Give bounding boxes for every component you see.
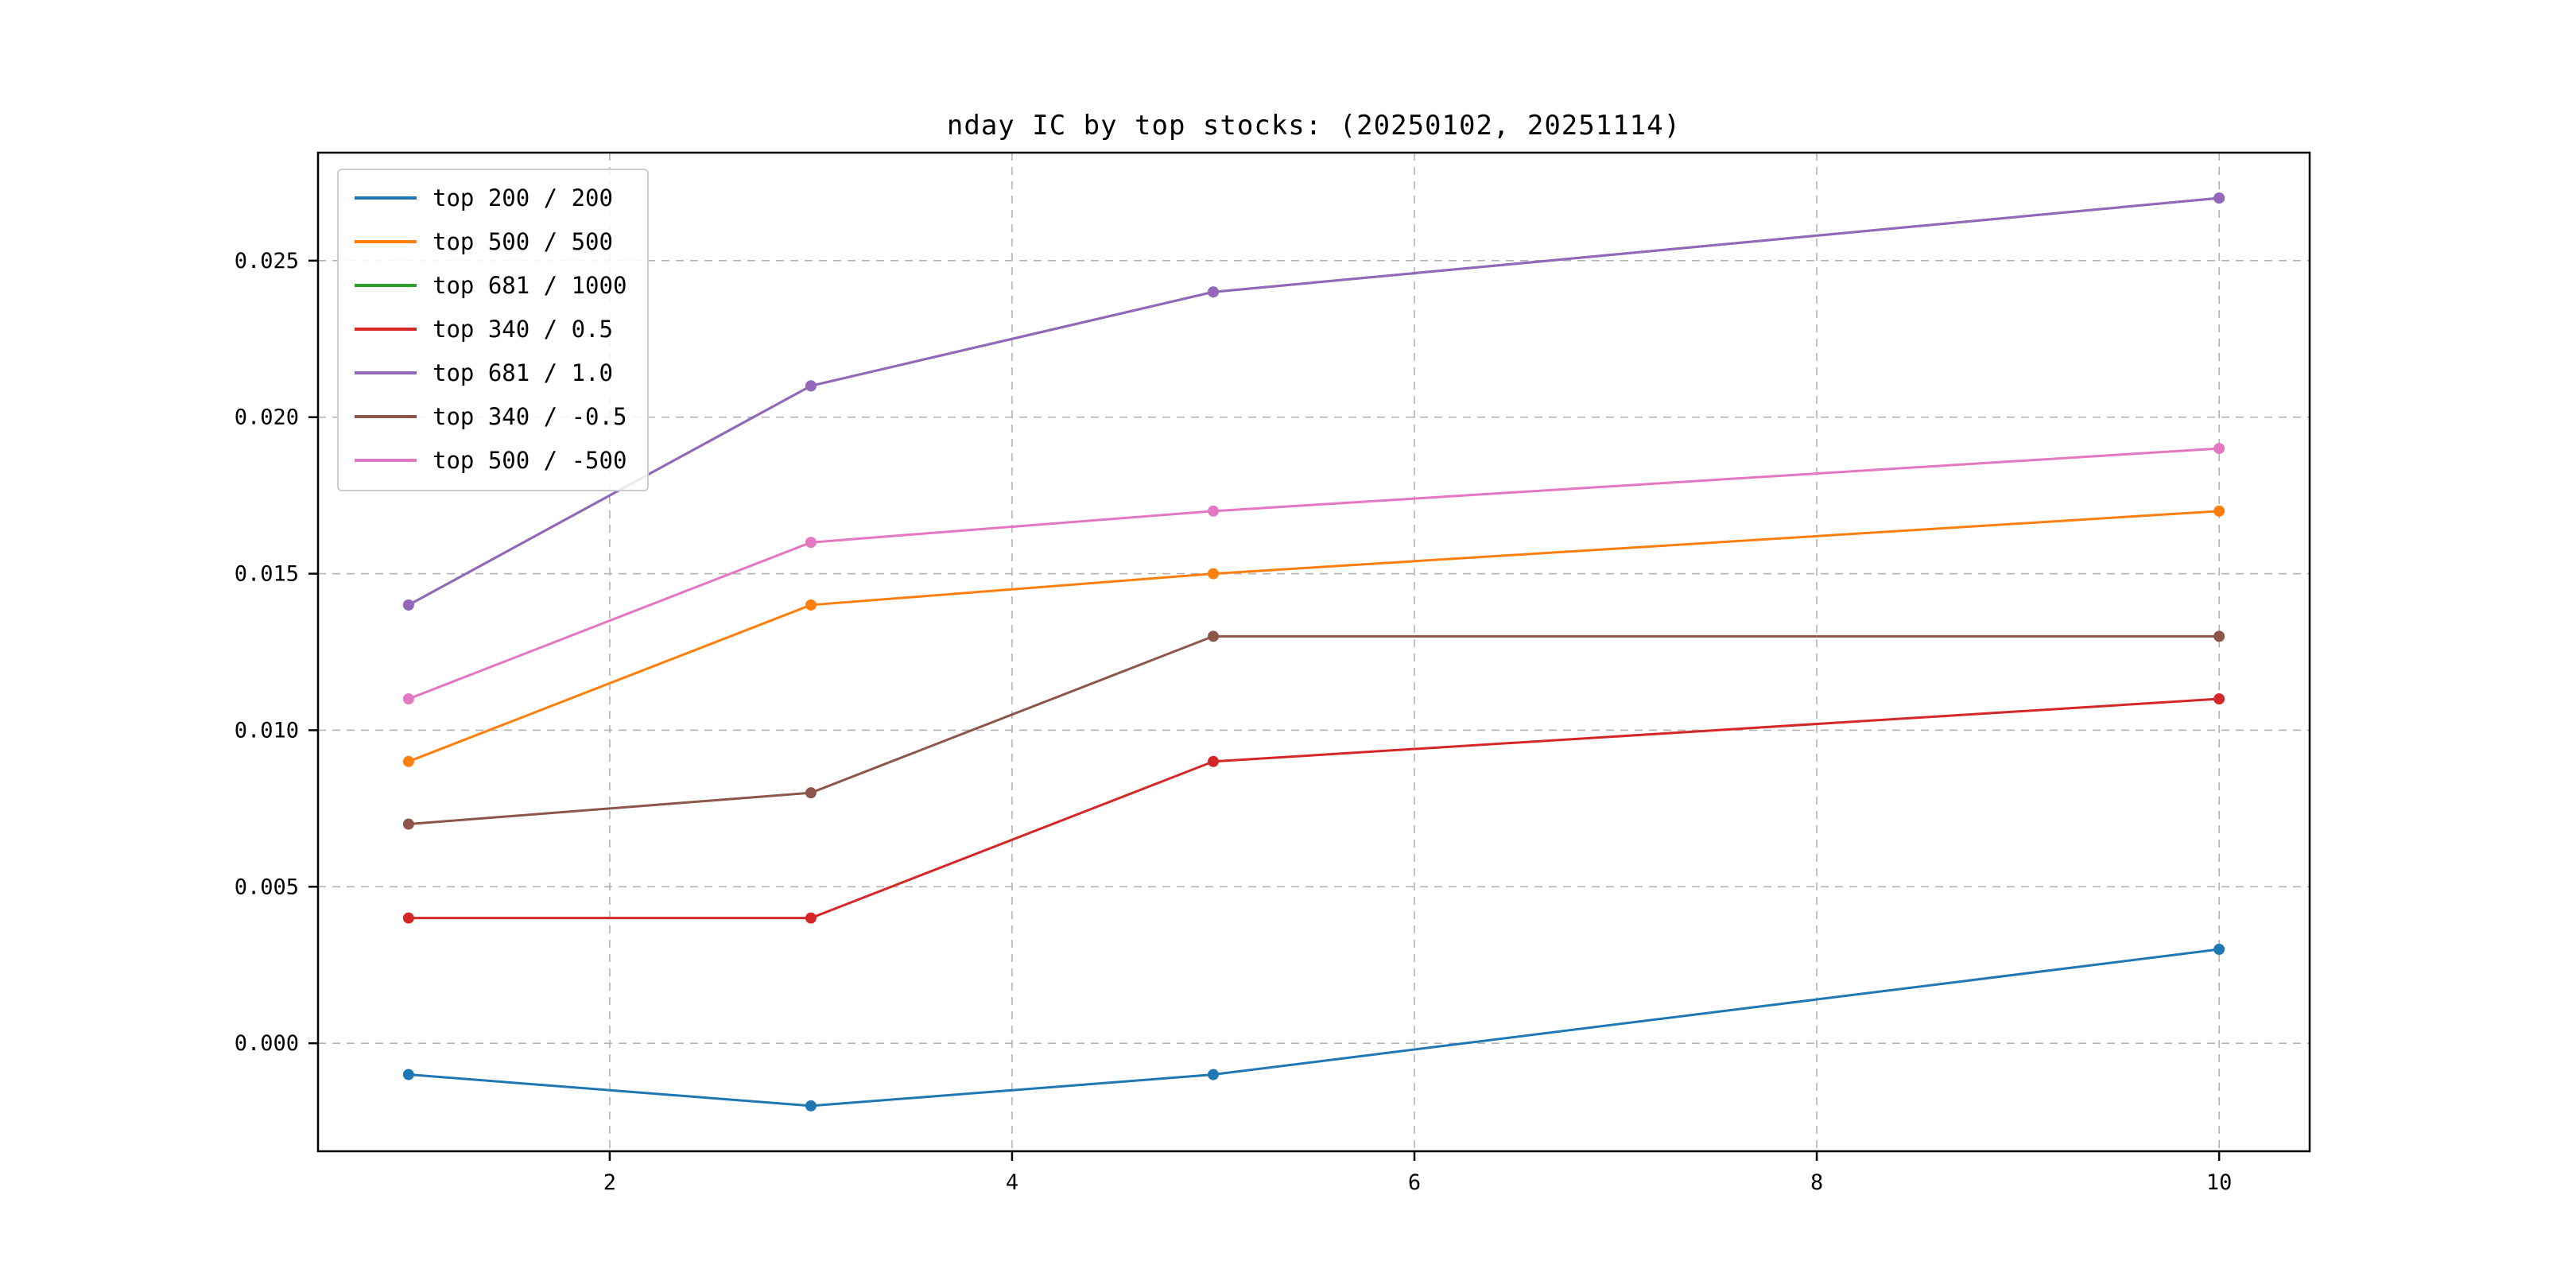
legend: top 200 / 200 top 500 / 500 top 681 / 1000… (337, 169, 650, 491)
series-marker-top-200-200 (2213, 944, 2225, 956)
series-marker-top-340-0-5 (805, 912, 817, 924)
x-tick-label: 10 (2206, 1170, 2233, 1195)
legend-line-sample (355, 415, 417, 418)
legend-item: top 340 / 0.5 (355, 316, 627, 343)
series-marker-top-500-500 (805, 599, 817, 611)
legend-item: top 340 / -0.5 (355, 403, 627, 430)
series-marker-top-681-1-0 (402, 599, 414, 611)
y-tick-label: 0.010 (235, 718, 299, 743)
y-tick-label: 0.025 (235, 249, 299, 274)
series-marker-top-340-0-5 (805, 787, 817, 799)
series-marker-top-500-500 (1207, 505, 1219, 517)
legend-label: top 200 / 200 (433, 184, 613, 211)
x-tick-label: 8 (1810, 1170, 1823, 1195)
series-marker-top-340-0-5 (402, 818, 414, 830)
series-marker-top-500-500 (1207, 568, 1219, 580)
legend-item: top 681 / 1000 (355, 272, 627, 299)
series-line-top-681-1000 (408, 196, 2220, 607)
legend-item: top 200 / 200 (355, 184, 627, 211)
series-marker-top-500-500 (2213, 443, 2225, 455)
legend-line-sample (355, 196, 417, 200)
legend-item: top 500 / -500 (355, 447, 627, 474)
x-tick-label: 2 (603, 1170, 616, 1195)
x-tick-label: 6 (1408, 1170, 1421, 1195)
series-line-top-681-1-0 (408, 196, 2220, 607)
legend-item: top 500 / 500 (355, 228, 627, 255)
legend-label: top 340 / 0.5 (433, 316, 613, 343)
y-tick-label: 0.000 (235, 1031, 299, 1056)
series-marker-top-340-0-5 (1207, 755, 1219, 767)
legend-item: top 681 / 1.0 (355, 359, 627, 386)
series-line-top-500-500 (408, 447, 2220, 700)
legend-line-sample (355, 284, 417, 287)
legend-label: top 500 / -500 (433, 447, 627, 474)
legend-line-sample (355, 240, 417, 243)
series-marker-top-200-200 (402, 1069, 414, 1080)
y-tick-label: 0.005 (235, 875, 299, 899)
y-tick-label: 0.020 (235, 405, 299, 430)
series-marker-top-500-500 (2213, 505, 2225, 517)
series-marker-top-340-0-5 (2213, 630, 2225, 642)
legend-line-sample (355, 328, 417, 331)
series-line-top-340-0-5 (408, 634, 2220, 826)
series-marker-top-681-1-0 (2213, 192, 2225, 204)
series-marker-top-340-0-5 (2213, 693, 2225, 705)
legend-label: top 340 / -0.5 (433, 403, 627, 430)
legend-label: top 681 / 1000 (433, 272, 627, 299)
y-tick-label: 0.015 (235, 562, 299, 587)
legend-line-sample (355, 459, 417, 462)
series-marker-top-500-500 (402, 755, 414, 767)
series-marker-top-200-200 (1207, 1069, 1219, 1080)
series-marker-top-340-0-5 (1207, 630, 1219, 642)
legend-label: top 681 / 1.0 (433, 359, 613, 386)
series-marker-top-200-200 (805, 1100, 817, 1111)
series-marker-top-681-1-0 (805, 380, 817, 392)
series-marker-top-340-0-5 (402, 912, 414, 924)
series-marker-top-681-1-0 (1207, 286, 1219, 298)
axes-frame (316, 151, 2311, 1153)
series-line-top-340-0-5 (408, 697, 2220, 920)
legend-line-sample (355, 371, 417, 374)
chart-title: nday IC by top stocks: (20250102, 202511… (946, 110, 1682, 142)
series-line-top-200-200 (408, 948, 2220, 1108)
series-line-top-500-500 (408, 510, 2220, 763)
series-marker-top-500-500 (402, 693, 414, 705)
series-marker-top-500-500 (805, 537, 817, 549)
legend-label: top 500 / 500 (433, 228, 613, 255)
x-tick-label: 4 (1006, 1170, 1018, 1195)
